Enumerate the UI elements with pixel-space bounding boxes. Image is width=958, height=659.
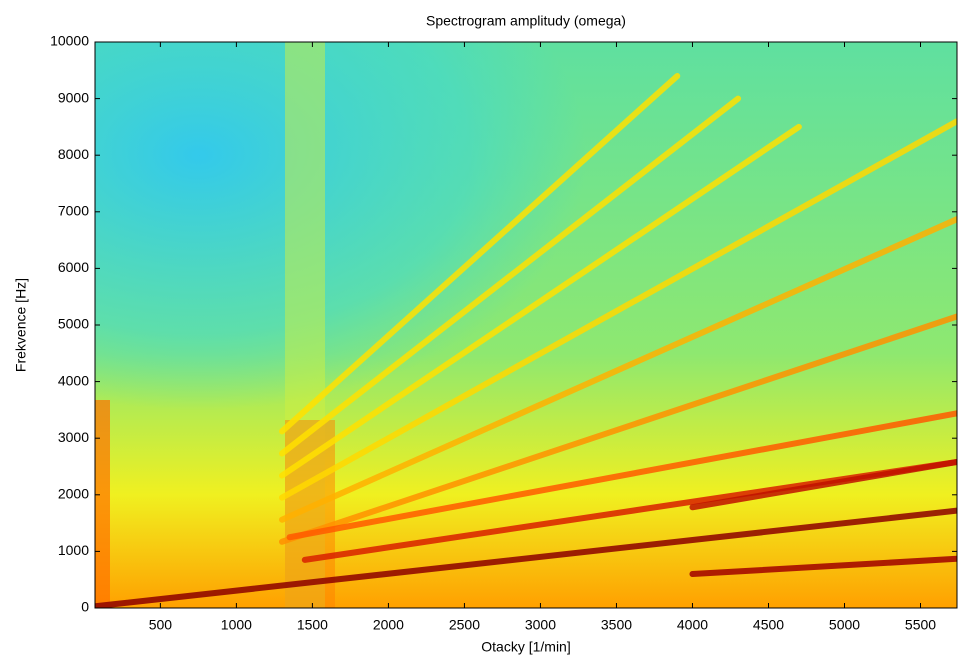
y-tick-label: 2000 [58,486,89,502]
ridge [278,123,802,479]
y-tick-label: 8000 [58,146,89,162]
ridges [95,72,957,608]
y-tick-label: 7000 [58,203,89,219]
ridge [286,410,957,541]
y-tick-label: 9000 [58,89,89,105]
y-tick-label: 10000 [50,33,89,49]
y-tick-label: 4000 [58,372,89,388]
y-axis-label: Frekvence [Hz] [13,278,29,372]
ridge [95,507,957,608]
y-tick-label: 3000 [58,429,89,445]
x-tick-label: 5500 [905,617,936,633]
x-tick-label: 4000 [677,617,708,633]
ridge [278,216,957,523]
x-tick-label: 1500 [297,617,328,633]
plot-background [95,42,957,608]
x-tick-label: 5000 [829,617,860,633]
y-tick-label: 1000 [58,542,89,558]
ridge [278,95,742,457]
chart-title: Spectrogram amplitudy (omega) [426,13,626,29]
ridge [278,118,957,501]
x-tick-label: 3500 [601,617,632,633]
x-axis-label: Otacky [1/min] [481,639,570,655]
ridge [689,458,957,511]
x-tick-label: 500 [149,617,173,633]
y-tick-label: 0 [81,599,89,615]
ridge [278,72,681,435]
ridge [278,313,957,545]
y-tick-label: 6000 [58,259,89,275]
y-tick-label: 5000 [58,316,89,332]
x-tick-label: 4500 [753,617,784,633]
x-tick-label: 3000 [525,617,556,633]
x-tick-label: 1000 [221,617,252,633]
x-tick-label: 2500 [449,617,480,633]
x-tick-label: 2000 [373,617,404,633]
ridge [689,555,957,578]
